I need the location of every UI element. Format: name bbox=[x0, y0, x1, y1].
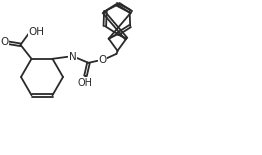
Text: O: O bbox=[0, 37, 9, 47]
Text: OH: OH bbox=[29, 27, 45, 37]
Text: OH: OH bbox=[77, 78, 92, 88]
Text: N: N bbox=[69, 52, 77, 62]
Text: O: O bbox=[98, 55, 107, 65]
